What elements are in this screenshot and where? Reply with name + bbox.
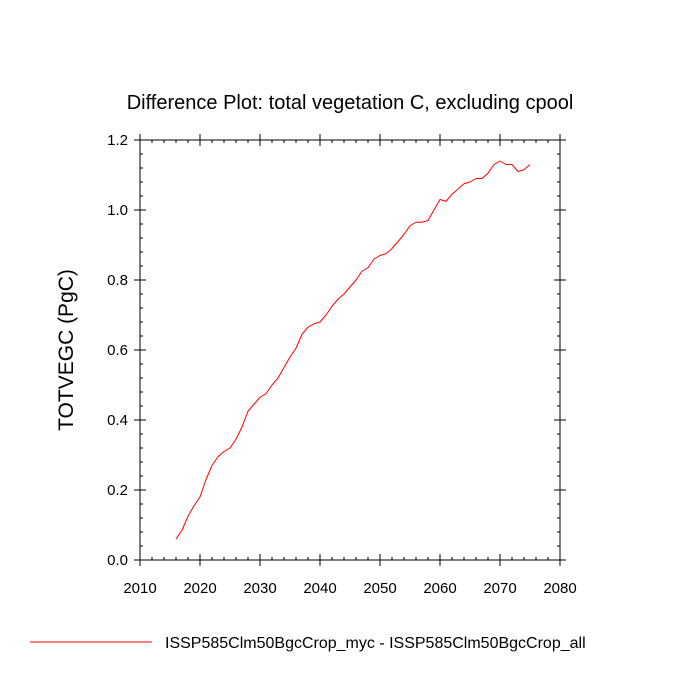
x-tick-label: 2050 bbox=[363, 580, 396, 597]
y-tick-label: 0.0 bbox=[107, 552, 128, 569]
legend-entry: ISSP585Clm50BgcCrop_myc - ISSP585Clm50Bg… bbox=[165, 635, 586, 652]
chart-title: Difference Plot: total vegetation C, exc… bbox=[127, 92, 574, 114]
y-tick-label: 1.2 bbox=[107, 132, 128, 149]
x-tick-label: 2080 bbox=[543, 580, 576, 597]
y-tick-label: 1.0 bbox=[107, 202, 128, 219]
y-tick-label: 0.4 bbox=[107, 412, 128, 429]
legend: ISSP585Clm50BgcCrop_myc - ISSP585Clm50Bg… bbox=[30, 635, 586, 652]
plot-frame bbox=[139, 139, 561, 561]
y-tick-label: 0.2 bbox=[107, 482, 128, 499]
x-tick-label: 2070 bbox=[483, 580, 516, 597]
y-axis-label: TOTVEGC (PgC) bbox=[55, 269, 78, 431]
series-line bbox=[175, 160, 531, 540]
axis-ticks: 2010 2020 2030 2040 2050 2060 2070 2080 0.0 0.2 0.… bbox=[107, 132, 577, 597]
y-tick-label: 0.6 bbox=[107, 342, 128, 359]
x-tick-label: 2040 bbox=[303, 580, 336, 597]
series-layer bbox=[175, 160, 531, 540]
x-tick-label: 2060 bbox=[423, 580, 456, 597]
x-tick-label: 2030 bbox=[243, 580, 276, 597]
x-tick-label: 2020 bbox=[183, 580, 216, 597]
y-tick-label: 0.8 bbox=[107, 272, 128, 289]
x-tick-label: 2010 bbox=[123, 580, 156, 597]
